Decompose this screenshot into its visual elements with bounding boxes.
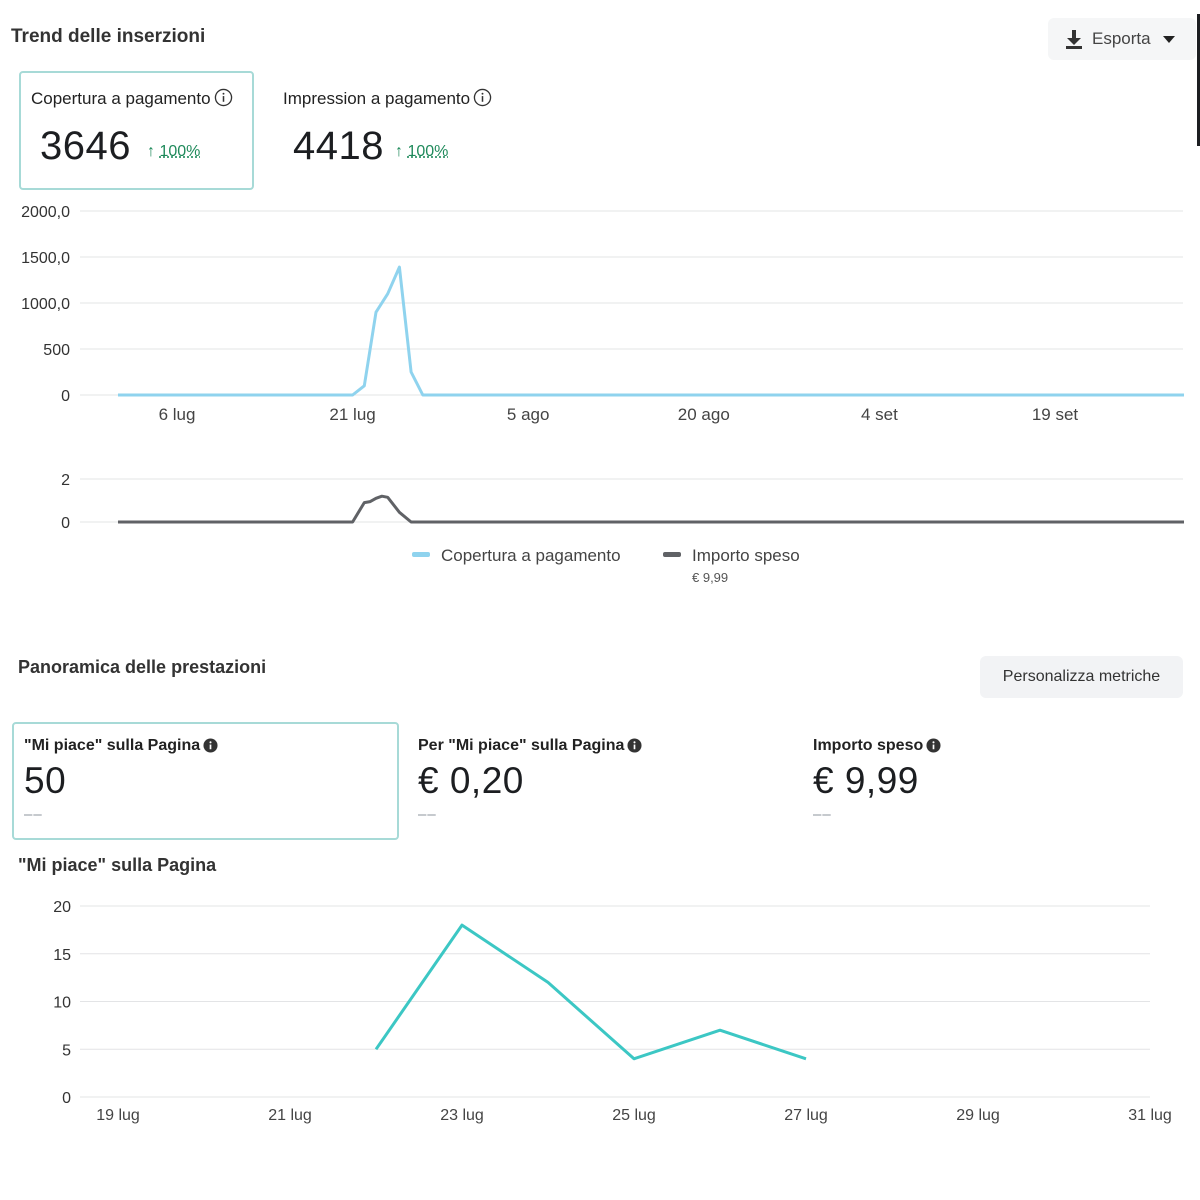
- y-tick-label: 10: [53, 995, 71, 1012]
- info-icon[interactable]: [203, 738, 218, 758]
- likes-chart-title: "Mi piace" sulla Pagina: [18, 855, 217, 875]
- download-icon: [1064, 28, 1084, 50]
- x-tick-label: 5 ago: [507, 405, 550, 424]
- x-tick-label: 27 lug: [784, 1107, 828, 1124]
- amount-spent-sub: ––: [813, 806, 832, 823]
- reach-metric-value: 3646: [40, 124, 131, 168]
- x-tick-label: 20 ago: [678, 405, 730, 424]
- legend-spend-total: € 9,99: [692, 570, 729, 585]
- x-tick-label: 31 lug: [1128, 1107, 1172, 1124]
- x-tick-label: 21 lug: [329, 405, 375, 424]
- reach-series-line: [118, 265, 1184, 397]
- spend-line-chart: 20: [61, 472, 1184, 532]
- y-tick-label: 2000,0: [21, 204, 70, 221]
- export-label: Esporta: [1092, 29, 1151, 48]
- overview-title: Panoramica delle prestazioni: [18, 657, 267, 677]
- impressions-metric-delta: ↑ 100%: [395, 143, 449, 160]
- legend-swatch-reach: [412, 552, 430, 557]
- x-tick-label: 6 lug: [159, 405, 196, 424]
- x-tick-label: 19 lug: [96, 1107, 140, 1124]
- reach-metric-label: Copertura a pagamento: [31, 88, 233, 112]
- x-tick-label: 29 lug: [956, 1107, 1000, 1124]
- x-tick-label: 25 lug: [612, 1107, 656, 1124]
- trend-title: Trend delle inserzioni: [11, 26, 206, 47]
- impressions-metric-label: Impression a pagamento: [283, 88, 492, 112]
- info-icon[interactable]: [473, 88, 492, 112]
- y-tick-label: 15: [53, 947, 71, 964]
- info-icon[interactable]: [926, 738, 941, 758]
- y-tick-label: 0: [61, 515, 70, 532]
- y-tick-label: 1000,0: [21, 296, 70, 313]
- cost-per-like-sub: ––: [418, 806, 437, 823]
- page-likes-value: 50: [24, 760, 67, 801]
- y-tick-label: 20: [53, 899, 71, 916]
- y-tick-label: 1500,0: [21, 250, 70, 267]
- cost-per-like-label: Per "Mi piace" sulla Pagina: [418, 737, 642, 758]
- x-tick-label: 23 lug: [440, 1107, 484, 1124]
- x-tick-label: 21 lug: [268, 1107, 312, 1124]
- export-button[interactable]: Esporta: [1048, 18, 1196, 60]
- amount-spent-value: € 9,99: [813, 760, 919, 801]
- page-likes-label: "Mi piace" sulla Pagina: [24, 737, 218, 758]
- caret-down-icon: [1162, 29, 1175, 49]
- customize-metrics-button[interactable]: Personalizza metriche: [980, 656, 1183, 698]
- impressions-metric-value: 4418: [293, 124, 384, 168]
- legend-swatch-spend: [663, 552, 681, 557]
- x-tick-label: 19 set: [1032, 405, 1079, 424]
- likes-line-chart: 20 15 10 5 0 19 lug 21 lug 23 lug 25 lug 27 lug 29…: [53, 899, 1172, 1124]
- reach-line-chart: 2000,0 1500,0 1000,0 500 0 6 lug 21 lug 5 ago 20…: [21, 204, 1184, 424]
- info-icon[interactable]: [627, 738, 642, 758]
- page-likes-sub: ––: [24, 806, 43, 823]
- page-likes-card[interactable]: [12, 722, 399, 840]
- reach-metric-card[interactable]: [19, 71, 254, 190]
- legend-item-spend[interactable]: Importo speso: [692, 546, 800, 565]
- window-edge: [1197, 14, 1200, 146]
- amount-spent-label: Importo speso: [813, 737, 941, 758]
- y-tick-label: 0: [61, 388, 70, 405]
- cost-per-like-value: € 0,20: [418, 760, 524, 801]
- reach-metric-delta: ↑ 100%: [147, 143, 201, 160]
- info-icon[interactable]: [214, 88, 233, 112]
- likes-series-line: [374, 923, 807, 1061]
- y-tick-label: 0: [62, 1090, 71, 1107]
- x-tick-label: 4 set: [861, 405, 898, 424]
- y-tick-label: 500: [43, 342, 70, 359]
- y-tick-label: 5: [62, 1042, 71, 1059]
- spend-series-line: [118, 494, 1184, 524]
- legend-item-reach[interactable]: Copertura a pagamento: [441, 546, 621, 565]
- y-tick-label: 2: [61, 472, 70, 489]
